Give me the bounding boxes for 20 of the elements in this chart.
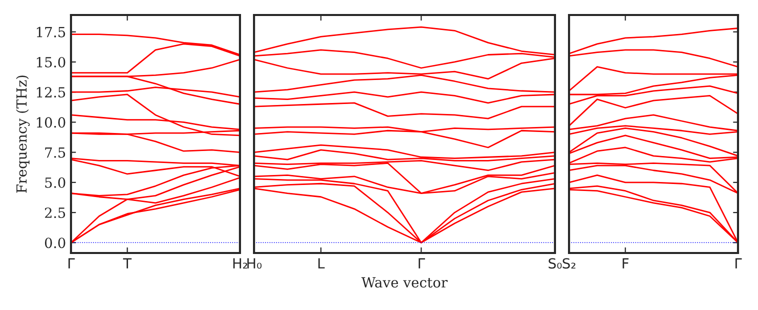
x-tick-label: H₂ — [233, 258, 248, 268]
x-tick-label: S₀ — [548, 258, 562, 269]
y-tick-label: 12.5 — [36, 87, 66, 98]
y-tick-label: 15.0 — [36, 56, 66, 68]
y-tick-label: 17.5 — [36, 26, 66, 38]
x-tick-label: Γ — [735, 258, 742, 268]
x-axis-title: Wave vector — [361, 277, 448, 288]
x-tick-label: S₂ — [562, 258, 576, 269]
x-tick-label: Γ — [68, 258, 75, 268]
x-tick-label: Γ — [418, 258, 426, 268]
y-axis-title: Frequency (THz) — [16, 76, 30, 193]
y-tick-label: 7.5 — [45, 147, 66, 158]
y-tick-label: 2.5 — [44, 208, 66, 218]
x-tick-label: L — [318, 258, 325, 268]
y-tick-label: 5.0 — [45, 177, 66, 188]
x-tick-label: T — [123, 258, 132, 268]
y-tick-label: 10.0 — [36, 117, 66, 128]
x-tick-label: H₀ — [247, 258, 262, 269]
x-tick-label: F — [622, 258, 629, 268]
y-tick-label: 0.0 — [44, 238, 66, 248]
